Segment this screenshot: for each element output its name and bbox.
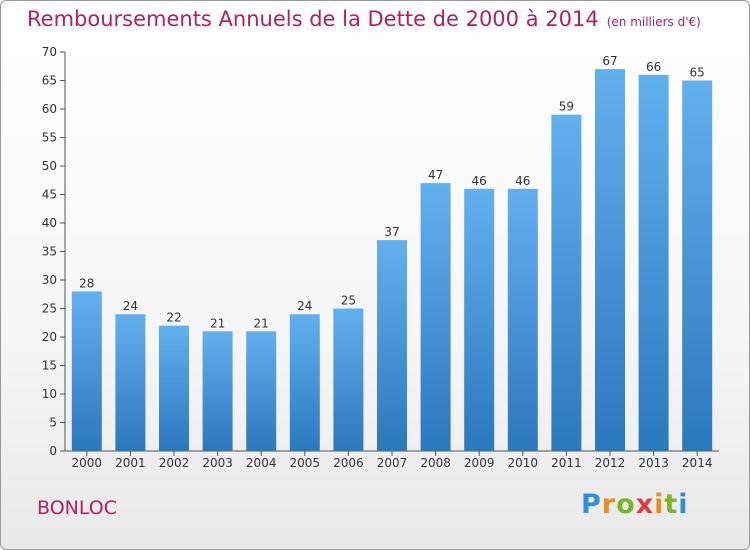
x-tick-label: 2004 — [246, 456, 277, 470]
commune-name: BONLOC — [37, 497, 117, 519]
bar-value-label: 37 — [384, 225, 399, 239]
x-axis: 2000 2001 2002 2003 2004 2005 2006 2007 2008 2009… — [65, 450, 719, 470]
bar — [246, 331, 277, 451]
y-tick-label: 15 — [42, 359, 57, 373]
bar-value-label: 65 — [690, 66, 705, 80]
bar-value-label: 47 — [428, 168, 443, 182]
x-tick-label: 2000 — [72, 456, 103, 470]
bar — [202, 331, 233, 451]
bar-value-label: 24 — [123, 299, 138, 313]
chart-unit-label: (en milliers d'€) — [606, 15, 701, 29]
y-tick-label: 25 — [42, 302, 57, 316]
y-tick-label: 0 — [49, 444, 57, 458]
y-tick-label: 45 — [42, 188, 57, 202]
bar — [289, 314, 320, 451]
bar — [507, 188, 538, 452]
bar — [333, 308, 364, 451]
x-tick-label: 2013 — [638, 456, 669, 470]
bar-value-label: 59 — [559, 100, 574, 114]
bar — [71, 291, 102, 451]
x-tick-label: 2010 — [508, 456, 539, 470]
bar-value-label: 66 — [646, 60, 661, 74]
y-tick-label: 50 — [42, 159, 57, 173]
bar-labels: 28 24 22 21 21 24 25 37 47 46 46 59 67 66 65 — [79, 54, 705, 330]
bar — [420, 183, 451, 451]
y-tick-label: 65 — [42, 74, 57, 88]
y-tick-label: 30 — [42, 273, 57, 287]
x-tick-label: 2006 — [333, 456, 364, 470]
bar-value-label: 22 — [166, 311, 181, 325]
bar-value-label: 24 — [297, 299, 312, 313]
bar-value-label: 67 — [602, 54, 617, 68]
proxiti-logo: Proxiti — [581, 489, 689, 520]
x-tick-label: 2014 — [682, 456, 713, 470]
x-tick-label: 2005 — [290, 456, 321, 470]
bar-value-label: 46 — [515, 174, 530, 188]
y-tick-label: 60 — [42, 102, 57, 116]
x-tick-label: 2011 — [551, 456, 582, 470]
bar — [638, 74, 669, 452]
y-tick-label: 70 — [42, 45, 57, 59]
y-tick-label: 55 — [42, 131, 57, 145]
y-tick-label: 20 — [42, 330, 57, 344]
bar — [159, 325, 189, 451]
x-tick-label: 2012 — [595, 456, 626, 470]
x-tick-label: 2003 — [202, 456, 233, 470]
bar — [464, 188, 495, 452]
y-tick-label: 40 — [42, 216, 57, 230]
bar-value-label: 28 — [79, 276, 94, 290]
bar-value-label: 21 — [210, 316, 225, 330]
x-tick-label: 2007 — [377, 456, 408, 470]
y-tick-label: 35 — [42, 245, 57, 259]
chart-title: Remboursements Annuels de la Dette de 20… — [27, 7, 701, 31]
y-axis: 0 5 10 15 20 25 30 35 40 45 50 55 60 65 70 — [42, 45, 66, 458]
bars — [71, 69, 713, 452]
x-tick-label: 2001 — [115, 456, 146, 470]
x-tick-label: 2002 — [159, 456, 190, 470]
bar — [595, 69, 625, 451]
chart-title-text: Remboursements Annuels de la Dette de 20… — [27, 7, 599, 31]
bar — [377, 240, 407, 451]
bar — [115, 314, 146, 451]
bar-value-label: 21 — [254, 316, 269, 330]
y-tick-label: 10 — [42, 387, 57, 401]
bar-value-label: 25 — [341, 294, 356, 308]
bar — [551, 114, 582, 451]
x-tick-label: 2009 — [464, 456, 495, 470]
x-tick-label: 2008 — [420, 456, 451, 470]
bar-value-label: 46 — [472, 174, 487, 188]
bar — [682, 80, 713, 451]
y-tick-label: 5 — [49, 416, 57, 430]
